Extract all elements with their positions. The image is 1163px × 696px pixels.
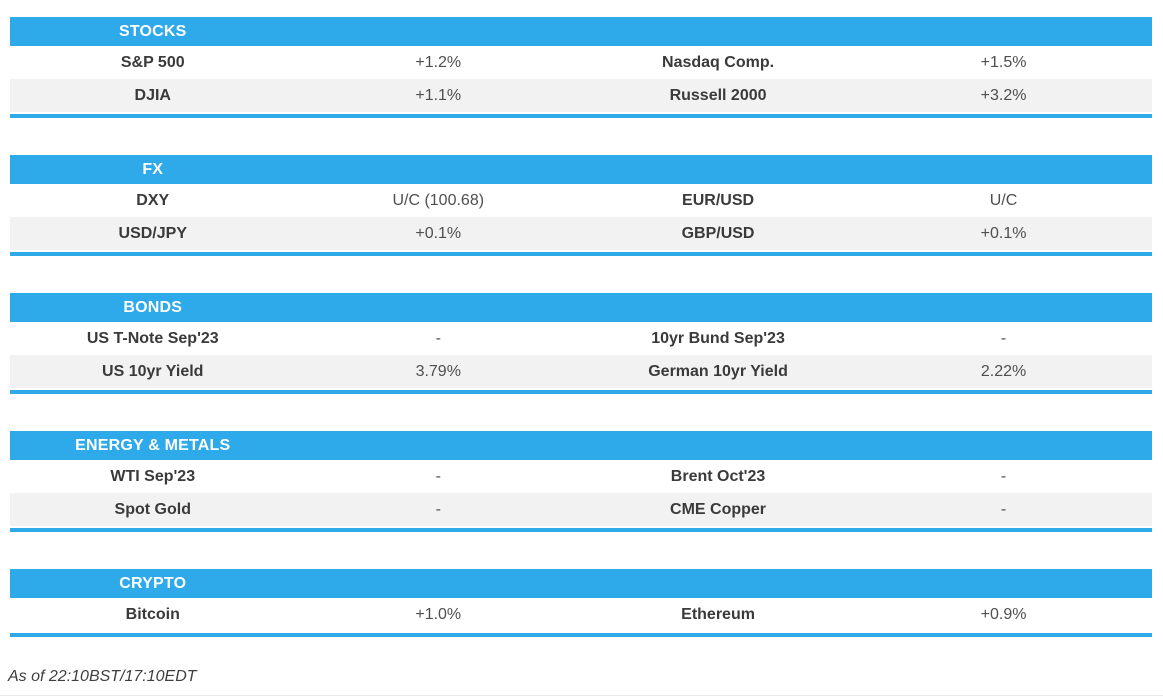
instrument-value: - [1000, 501, 1007, 518]
instrument-name: Nasdaq Comp. [662, 54, 775, 71]
table-row: S&P 500 +1.2% Nasdaq Comp. +1.5% [10, 46, 1152, 79]
table-row: USD/JPY +0.1% GBP/USD +0.1% [10, 217, 1152, 250]
instrument-name: USD/JPY [118, 225, 187, 242]
instrument-value: U/C [989, 192, 1018, 209]
instrument-value: - [1000, 330, 1007, 347]
table-row: Bitcoin +1.0% Ethereum +0.9% [10, 598, 1152, 631]
instrument-value: +0.1% [980, 225, 1027, 242]
table-row: DJIA +1.1% Russell 2000 +3.2% [10, 79, 1152, 112]
section-crypto: CRYPTO Bitcoin +1.0% Ethereum +0.9% [10, 569, 1152, 637]
instrument-name: Russell 2000 [669, 87, 767, 104]
instrument-name: EUR/USD [682, 192, 755, 209]
instrument-value: 2.22% [980, 363, 1027, 380]
instrument-name: German 10yr Yield [648, 363, 788, 380]
section-title: STOCKS [118, 23, 187, 40]
instrument-name: S&P 500 [120, 54, 185, 71]
instrument-value: +1.0% [415, 606, 462, 623]
section-underline [10, 252, 1152, 256]
section-header-bonds: BONDS [10, 293, 1152, 322]
section-stocks: STOCKS S&P 500 +1.2% Nasdaq Comp. +1.5% … [10, 17, 1152, 118]
instrument-value: - [435, 501, 441, 518]
instrument-value: - [1000, 468, 1007, 485]
instrument-value: - [435, 330, 441, 347]
instrument-value: +0.1% [415, 225, 462, 242]
section-underline [10, 633, 1152, 637]
instrument-name: WTI Sep'23 [110, 468, 196, 485]
table-row: DXY U/C (100.68) EUR/USD U/C [10, 184, 1152, 217]
instrument-name: Brent Oct'23 [670, 468, 766, 485]
section-underline [10, 528, 1152, 532]
instrument-name: US T-Note Sep'23 [86, 330, 219, 347]
instrument-value: +1.2% [415, 54, 462, 71]
market-summary-table: STOCKS S&P 500 +1.2% Nasdaq Comp. +1.5% … [10, 17, 1152, 674]
section-title: BONDS [123, 299, 183, 316]
instrument-name: 10yr Bund Sep'23 [651, 330, 785, 347]
table-row: US T-Note Sep'23 - 10yr Bund Sep'23 - [10, 322, 1152, 355]
section-header-energy-metals: ENERGY & METALS [10, 431, 1152, 460]
section-title: ENERGY & METALS [75, 437, 231, 454]
instrument-value: +1.1% [415, 87, 462, 104]
section-header-stocks: STOCKS [10, 17, 1152, 46]
section-header-crypto: CRYPTO [10, 569, 1152, 598]
table-row: Spot Gold - CME Copper - [10, 493, 1152, 526]
section-underline [10, 114, 1152, 118]
section-bonds: BONDS US T-Note Sep'23 - 10yr Bund Sep'2… [10, 293, 1152, 394]
instrument-value: U/C (100.68) [392, 192, 485, 209]
section-underline [10, 390, 1152, 394]
instrument-name: Spot Gold [114, 501, 191, 518]
section-energy-metals: ENERGY & METALS WTI Sep'23 - Brent Oct'2… [10, 431, 1152, 532]
instrument-name: US 10yr Yield [102, 363, 204, 380]
instrument-name: CME Copper [670, 501, 767, 518]
instrument-value: 3.79% [415, 363, 461, 380]
instrument-name: DJIA [134, 87, 171, 104]
section-title: FX [142, 161, 164, 178]
instrument-value: +3.2% [980, 87, 1027, 104]
section-header-fx: FX [10, 155, 1152, 184]
as-of-timestamp: As of 22:10BST/17:10EDT [8, 668, 197, 685]
instrument-name: Ethereum [681, 606, 755, 623]
section-fx: FX DXY U/C (100.68) EUR/USD U/C USD/JPY … [10, 155, 1152, 256]
instrument-name: GBP/USD [681, 225, 755, 242]
instrument-value: - [435, 468, 441, 485]
instrument-name: DXY [136, 192, 170, 209]
section-title: CRYPTO [119, 575, 187, 592]
table-row: US 10yr Yield 3.79% German 10yr Yield 2.… [10, 355, 1152, 388]
instrument-value: +1.5% [980, 54, 1027, 71]
table-row: WTI Sep'23 - Brent Oct'23 - [10, 460, 1152, 493]
instrument-name: Bitcoin [125, 606, 180, 623]
instrument-value: +0.9% [980, 606, 1027, 623]
